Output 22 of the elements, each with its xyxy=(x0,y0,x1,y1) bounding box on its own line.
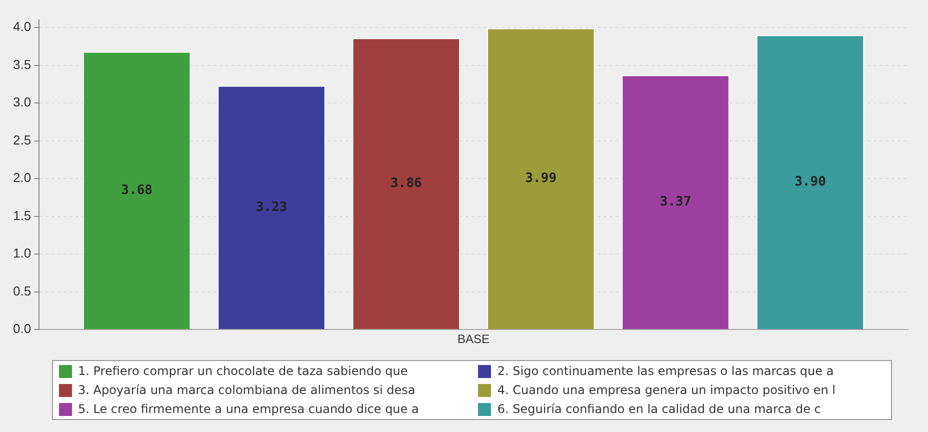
y-tick-label: 0.5 xyxy=(12,283,32,298)
y-tick-label: 3.0 xyxy=(12,94,32,110)
y-tick-label: 3.5 xyxy=(12,56,32,72)
data-label: 3.23 xyxy=(256,200,288,215)
y-tick-label: 4.0 xyxy=(12,19,32,34)
y-tick-label: 2.0 xyxy=(12,170,32,186)
data-label: 3.37 xyxy=(660,194,692,210)
legend-label: 6. Seguiría confiando en la calidad de una marca de c xyxy=(497,402,821,416)
legend-label: 5. Le creo firmemente a una empresa cuando dice que a xyxy=(78,402,419,416)
y-tick-label: 2.5 xyxy=(12,132,32,148)
data-label: 3.86 xyxy=(390,176,422,191)
data-label: 3.99 xyxy=(525,171,557,186)
legend-label: 2. Sigo continuamente las empresas o las marcas que a xyxy=(497,364,834,378)
y-tick-label: 0.0 xyxy=(12,321,32,336)
legend-label: 3. Apoyaría una marca colombiana de alimentos si desa xyxy=(78,383,416,397)
data-label: 3.68 xyxy=(121,182,153,198)
data-label: 3.90 xyxy=(794,174,826,190)
legend-label: 4. Cuando una empresa genera un impacto positivo en l xyxy=(497,383,836,397)
x-tick-label: BASE xyxy=(458,332,490,346)
legend-label: 1. Prefiero comprar un chocolate de taza sabiendo que xyxy=(78,364,408,378)
y-tick-label: 1.0 xyxy=(12,246,32,261)
y-tick-label: 1.5 xyxy=(12,208,32,223)
